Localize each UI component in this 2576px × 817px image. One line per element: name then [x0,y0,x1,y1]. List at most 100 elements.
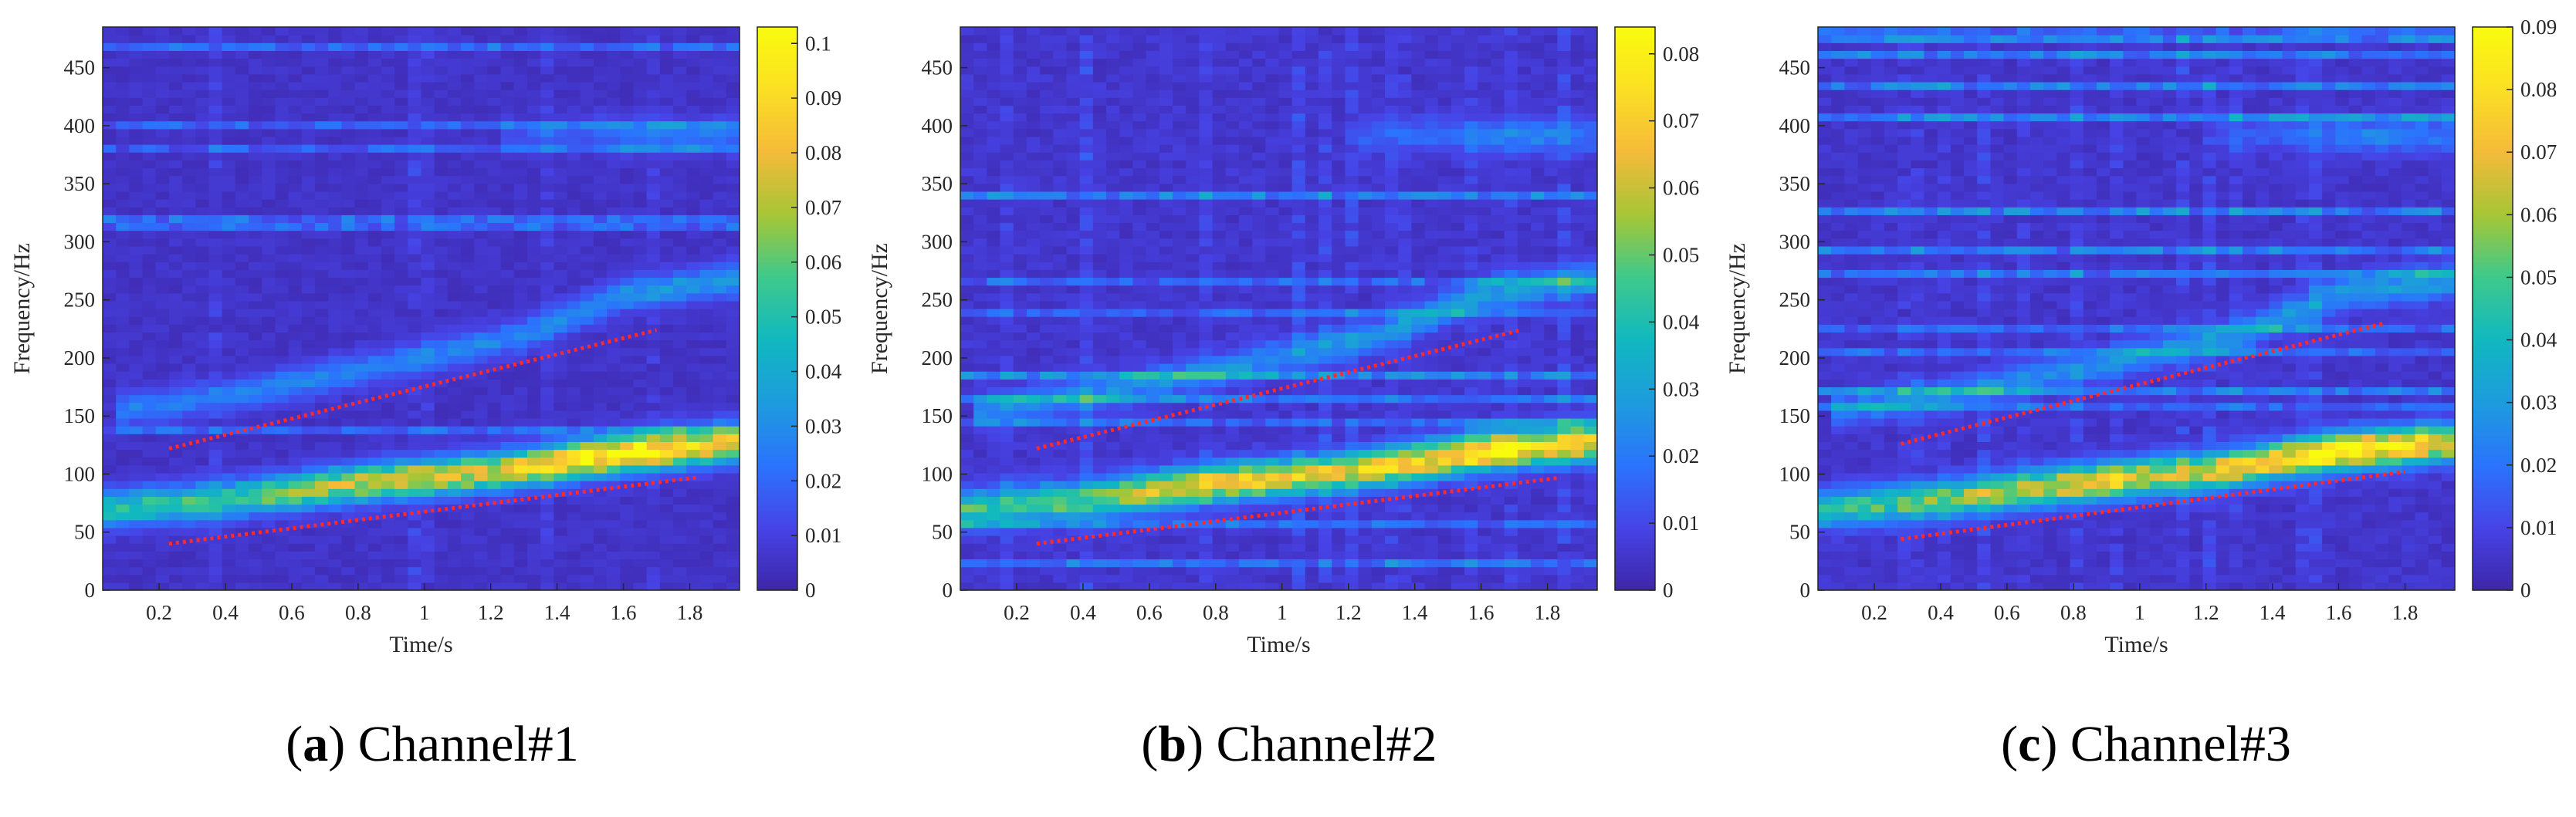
heatmap-cell [195,496,210,505]
heatmap-cell [1079,394,1094,403]
heatmap-cell [381,511,395,521]
heatmap-cell [713,66,727,75]
heatmap-cell [633,27,648,35]
heatmap-cell [527,89,541,98]
heatmap-cell [315,222,329,231]
heatmap-cell [168,191,183,200]
heatmap-cell [1000,371,1014,380]
heatmap-cell [394,371,408,380]
heatmap-cell [593,355,608,364]
heatmap-cell [1173,175,1186,184]
heatmap-cell [461,183,475,192]
heatmap-cell [275,58,289,67]
heatmap-cell [1053,285,1068,294]
heatmap-cell [513,222,528,231]
heatmap-cell [500,81,515,90]
heatmap-cell [301,426,316,434]
heatmap-cell [659,347,674,356]
heatmap-cell [646,191,661,200]
heatmap-cell [1146,245,1160,255]
heatmap-cell [447,292,462,302]
heatmap-cell [699,347,714,356]
heatmap-cell [527,262,541,270]
heatmap-cell [142,199,157,208]
heatmap-cell [527,394,541,403]
colorbar-segment [757,360,797,366]
heatmap-cell [288,527,303,536]
heatmap-cell [673,230,687,239]
heatmap-cell [301,97,316,106]
heatmap-cell [103,245,117,255]
heatmap-cell [1146,58,1160,67]
heatmap-cell [713,199,727,208]
heatmap-cell [553,214,568,224]
heatmap-cell [235,504,249,513]
heatmap-cell [1186,535,1200,544]
heatmap-cell [381,285,395,294]
heatmap-cell [129,42,144,52]
heatmap-cell [129,441,144,451]
heatmap-cell [527,417,541,427]
heatmap-cell [699,355,714,364]
heatmap-cell [222,574,236,583]
heatmap-cell [960,89,974,98]
heatmap-cell [580,300,594,309]
heatmap-cell [1106,324,1120,333]
heatmap-cell [593,309,608,317]
heatmap-cell [593,81,608,90]
heatmap-cell [1026,27,1041,35]
colorbar-segment [757,449,797,455]
heatmap-cell [1040,160,1054,169]
heatmap-cell [1040,566,1054,576]
heatmap-cell [235,464,249,474]
heatmap-cell [235,316,249,325]
heatmap-cell [288,488,303,497]
heatmap-cell [1000,89,1014,98]
heatmap-cell [155,191,170,200]
heatmap-cell [527,332,541,341]
heatmap-cell [553,97,568,106]
heatmap-cell [288,387,303,396]
heatmap-cell [195,199,210,208]
heatmap-cell [1000,277,1014,286]
heatmap-cell [1173,379,1186,387]
heatmap-cell [249,472,262,481]
heatmap-cell [474,183,489,192]
heatmap-cell [129,128,144,137]
heatmap-cell [646,207,661,215]
heatmap-cell [500,582,515,591]
heatmap-cell [142,379,157,387]
heatmap-cell [315,504,329,513]
heatmap-cell [1186,167,1200,177]
heatmap-cell [222,50,236,59]
heatmap-cell [288,222,303,231]
heatmap-cell [129,464,144,474]
heatmap-cell [487,238,502,247]
heatmap-cell [1119,309,1134,317]
heatmap-cell [103,402,117,411]
heatmap-cell [103,300,117,309]
heatmap-cell [208,214,223,224]
heatmap-cell [646,347,661,356]
heatmap-cell [1132,426,1147,434]
heatmap-cell [973,387,987,396]
heatmap-cell [1146,339,1160,349]
heatmap-cell [262,120,276,130]
heatmap-cell [116,324,130,333]
x-axis-label: Time/s [389,632,452,657]
heatmap-cell [659,519,674,528]
heatmap-cell [567,559,581,568]
heatmap-cell [713,50,727,59]
heatmap-cell [1013,551,1027,560]
heatmap-cell [315,152,329,160]
heatmap-cell [129,582,144,591]
heatmap-cell [155,245,170,255]
heatmap-cell [726,97,740,106]
heatmap-cell [434,58,449,67]
heatmap-cell [500,42,515,52]
heatmap-cell [288,238,303,247]
heatmap-cell [1186,355,1200,364]
heatmap-cell [249,324,262,333]
heatmap-cell [328,417,342,427]
heatmap-cell [513,527,528,536]
